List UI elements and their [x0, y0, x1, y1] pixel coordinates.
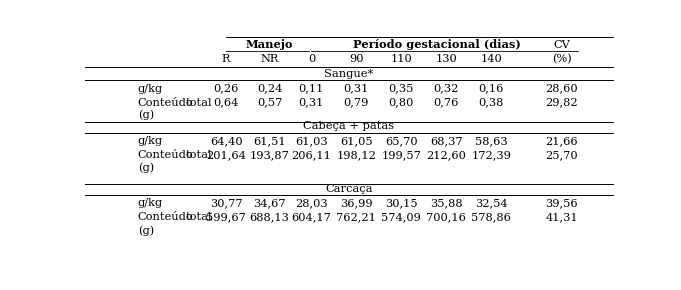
Text: 0,24: 0,24: [257, 84, 282, 94]
Text: 0,80: 0,80: [389, 97, 414, 108]
Text: 0,11: 0,11: [299, 84, 324, 94]
Text: 599,67: 599,67: [206, 212, 246, 222]
Text: (g): (g): [138, 110, 154, 120]
Text: 140: 140: [480, 54, 502, 64]
Text: 199,57: 199,57: [381, 150, 422, 160]
Text: 688,13: 688,13: [250, 212, 289, 222]
Text: CV: CV: [553, 40, 570, 50]
Text: 201,64: 201,64: [206, 150, 246, 160]
Text: 578,86: 578,86: [471, 212, 511, 222]
Text: 32,54: 32,54: [475, 198, 507, 209]
Text: Carcaça: Carcaça: [326, 184, 373, 194]
Text: 28,03: 28,03: [295, 198, 328, 209]
Text: 65,70: 65,70: [385, 136, 417, 146]
Text: 0,64: 0,64: [213, 97, 239, 108]
Text: 0: 0: [308, 54, 315, 64]
Text: 28,60: 28,60: [545, 84, 578, 94]
Text: 0,16: 0,16: [479, 84, 504, 94]
Text: 34,67: 34,67: [253, 198, 286, 209]
Text: 700,16: 700,16: [426, 212, 466, 222]
Text: total: total: [186, 212, 212, 222]
Text: total: total: [186, 97, 212, 108]
Text: 0,35: 0,35: [389, 84, 414, 94]
Text: 25,70: 25,70: [545, 150, 578, 160]
Text: 36,99: 36,99: [340, 198, 373, 209]
Text: 39,56: 39,56: [545, 198, 578, 209]
Text: 198,12: 198,12: [336, 150, 377, 160]
Text: 193,87: 193,87: [250, 150, 289, 160]
Text: 90: 90: [349, 54, 364, 64]
Text: 64,40: 64,40: [210, 136, 242, 146]
Text: g/kg: g/kg: [138, 136, 163, 146]
Text: 61,51: 61,51: [253, 136, 286, 146]
Text: R: R: [222, 54, 230, 64]
Text: 35,88: 35,88: [430, 198, 462, 209]
Text: total: total: [186, 150, 212, 160]
Text: 30,77: 30,77: [210, 198, 242, 209]
Text: 61,05: 61,05: [340, 136, 373, 146]
Text: 0,32: 0,32: [434, 84, 459, 94]
Text: g/kg: g/kg: [138, 84, 163, 94]
Text: 110: 110: [390, 54, 412, 64]
Text: 21,66: 21,66: [545, 136, 578, 146]
Text: 0,31: 0,31: [299, 97, 324, 108]
Text: 0,57: 0,57: [257, 97, 282, 108]
Text: 604,17: 604,17: [291, 212, 332, 222]
Text: 762,21: 762,21: [336, 212, 377, 222]
Text: Manejo: Manejo: [245, 39, 293, 50]
Text: Cabeça + patas: Cabeça + patas: [304, 122, 394, 131]
Text: 130: 130: [435, 54, 457, 64]
Text: Conteúdo: Conteúdo: [138, 212, 193, 222]
Text: 0,38: 0,38: [479, 97, 504, 108]
Text: 30,15: 30,15: [385, 198, 417, 209]
Text: Período gestacional (dias): Período gestacional (dias): [353, 39, 520, 50]
Text: 61,03: 61,03: [295, 136, 328, 146]
Text: 41,31: 41,31: [545, 212, 578, 222]
Text: Conteúdo: Conteúdo: [138, 97, 193, 108]
Text: (%): (%): [552, 54, 571, 64]
Text: 58,63: 58,63: [475, 136, 507, 146]
Text: 0,31: 0,31: [344, 84, 369, 94]
Text: (g): (g): [138, 226, 154, 236]
Text: 206,11: 206,11: [291, 150, 332, 160]
Text: 212,60: 212,60: [426, 150, 466, 160]
Text: 0,76: 0,76: [434, 97, 459, 108]
Text: Sangue*: Sangue*: [324, 69, 374, 79]
Text: NR: NR: [260, 54, 279, 64]
Text: 172,39: 172,39: [471, 150, 511, 160]
Text: 574,09: 574,09: [381, 212, 422, 222]
Text: g/kg: g/kg: [138, 198, 163, 209]
Text: 0,26: 0,26: [213, 84, 239, 94]
Text: Conteúdo: Conteúdo: [138, 150, 193, 160]
Text: (g): (g): [138, 162, 154, 173]
Text: 68,37: 68,37: [430, 136, 462, 146]
Text: 0,79: 0,79: [344, 97, 369, 108]
Text: 29,82: 29,82: [545, 97, 578, 108]
